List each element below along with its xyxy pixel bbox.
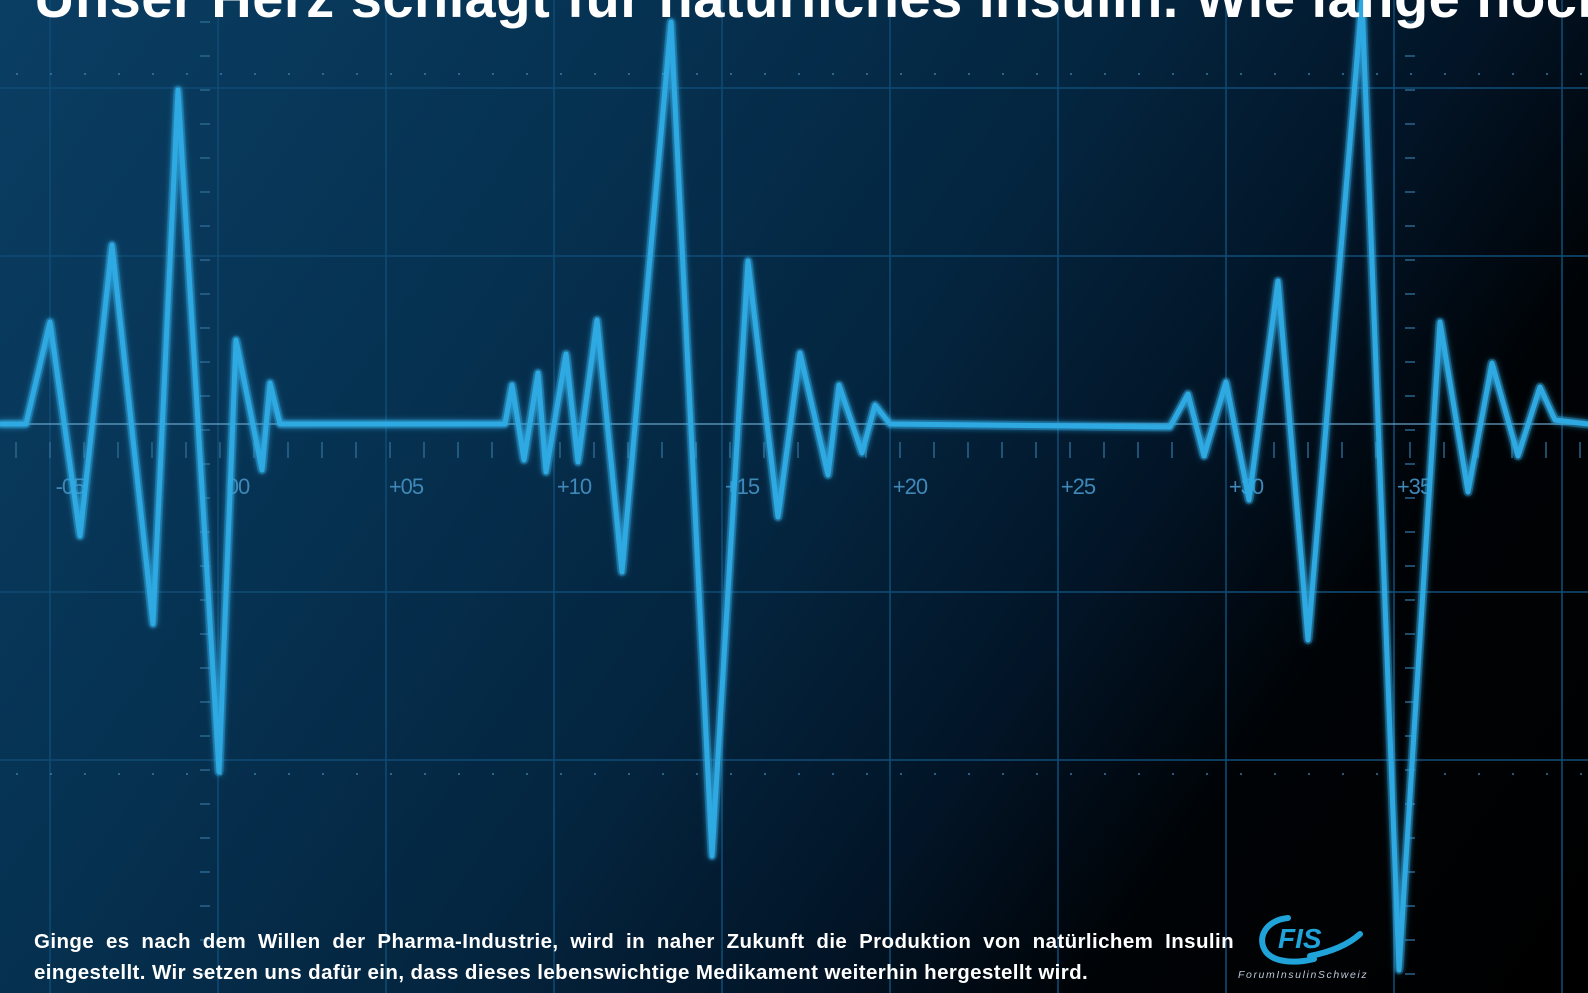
body-text: Ginge es nach dem Willen der Pharma-Indu… [34,930,1234,984]
fis-logo-letters: FIS [1278,923,1322,954]
fis-logo-mark: FIS [1259,915,1363,965]
axis-label: +10 [557,474,592,499]
fis-logo-tagline: ForumInsulinSchweiz [1238,969,1369,981]
axis-label: +25 [1061,474,1096,499]
heartbeat-trace [0,0,1588,973]
headline: Unser Herz schlägt für natürliches Insul… [34,0,1588,26]
axis-label: +20 [893,474,928,499]
axis-label: +05 [389,474,424,499]
fis-logo: FIS ForumInsulinSchweiz [1238,912,1388,993]
axis-label: +15 [725,474,760,499]
axis-ticks [15,21,1581,975]
